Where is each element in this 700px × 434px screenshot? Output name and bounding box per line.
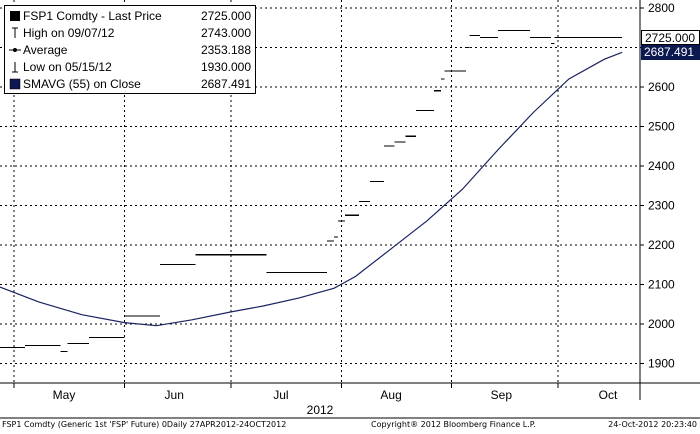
legend-value: 2743.000 xyxy=(200,26,251,40)
sma-series xyxy=(0,51,623,327)
x-tick-label: Jun xyxy=(165,388,184,402)
y-tick-label: 1900 xyxy=(648,356,675,370)
last-price-tag: 2725.000 xyxy=(641,29,700,45)
average-marker-icon xyxy=(9,42,21,58)
x-axis-ticks: May Jun Jul Aug Sep Oct 2012 xyxy=(13,383,618,417)
price-series xyxy=(0,29,623,353)
y-tick-label: 2400 xyxy=(648,159,675,173)
footer-timestamp: 24-Oct-2012 20:23:40 xyxy=(608,420,697,429)
filled-square-icon xyxy=(9,8,21,24)
legend-row: Low on 05/15/12 1930.000 xyxy=(9,59,251,75)
legend-row: High on 09/07/12 2743.000 xyxy=(9,25,251,41)
legend-value: 2687.491 xyxy=(200,77,251,91)
year-label: 2012 xyxy=(307,403,334,417)
sma-price-tag: 2687.491 xyxy=(641,44,700,60)
y-tick-label: 2000 xyxy=(648,317,675,331)
legend-label: Average xyxy=(23,43,68,57)
x-tick-label: Aug xyxy=(380,388,401,402)
x-tick-label: May xyxy=(53,388,76,402)
x-tick-label: Oct xyxy=(599,388,618,402)
footer-copyright: Copyright® 2012 Bloomberg Finance L.P. xyxy=(371,420,536,429)
sma-line xyxy=(0,51,623,327)
y-tick-label: 2300 xyxy=(648,198,675,212)
legend-label: SMAVG (55) on Close xyxy=(23,77,141,91)
legend-row: FSP1 Comdty - Last Price 2725.000 xyxy=(9,8,251,24)
legend-row: SMAVG (55) on Close 2687.491 xyxy=(9,76,251,92)
high-marker-icon xyxy=(9,25,21,41)
plot-frame xyxy=(0,0,700,419)
low-marker-icon xyxy=(9,59,21,75)
legend-row: Average 2353.188 xyxy=(9,42,251,58)
legend-value: 2353.188 xyxy=(200,43,251,57)
legend-label: Low on 05/15/12 xyxy=(23,60,112,74)
chart-legend: FSP1 Comdty - Last Price 2725.000 High on … xyxy=(4,5,256,94)
legend-label: High on 09/07/12 xyxy=(23,26,115,40)
y-tick-label: 2500 xyxy=(648,119,675,133)
y-tick-label: 2200 xyxy=(648,238,675,252)
legend-label: FSP1 Comdty - Last Price xyxy=(23,9,162,23)
y-tick-label: 2100 xyxy=(648,277,675,291)
x-tick-label: Jul xyxy=(273,388,288,402)
legend-value: 2725.000 xyxy=(200,9,251,23)
x-tick-label: Sep xyxy=(491,388,513,402)
navy-square-icon xyxy=(9,76,21,92)
footer-description: FSP1 Comdty (Generic 1st 'FSP' Future) 0… xyxy=(2,420,287,429)
y-tick-label: 2600 xyxy=(648,80,675,94)
legend-value: 1930.000 xyxy=(200,60,251,74)
y-tick-label: 2800 xyxy=(648,1,675,15)
